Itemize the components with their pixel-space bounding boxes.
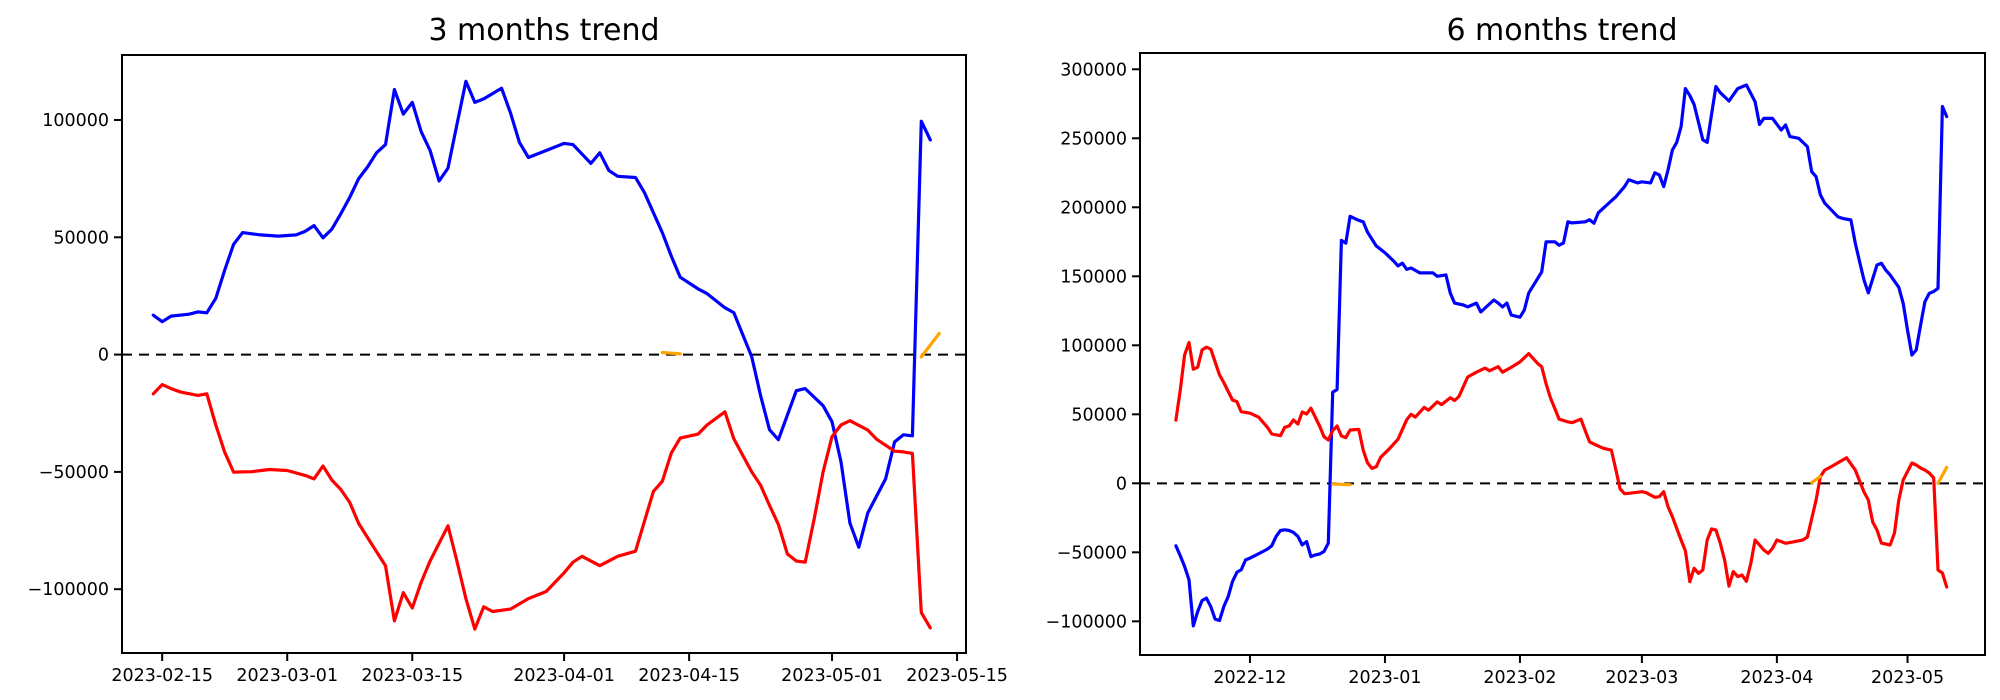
- x-tick-label: 2023-05: [1871, 668, 1944, 688]
- y-tick-label: 0: [1116, 474, 1127, 494]
- x-tick-label: 2023-03-15: [361, 666, 463, 686]
- x-tick-label: 2022-12: [1213, 668, 1286, 688]
- series-signal-segment-a-line: [660, 350, 682, 356]
- plot-6-months: 300000 250000 200000 150000 100000 50000 0 −500…: [1046, 52, 1986, 688]
- y-tick-label: 100000: [42, 111, 109, 131]
- y-tick-label: −100000: [28, 580, 109, 600]
- series-short-balance-line: [151, 383, 932, 631]
- series-long-balance-line: [1174, 83, 1949, 628]
- x-tick-label: 2023-01: [1348, 668, 1421, 688]
- x-tick-label: 2023-02-15: [111, 666, 213, 686]
- series-short-balance-line: [1174, 340, 1949, 589]
- y-tick-label: 300000: [1060, 60, 1127, 80]
- x-tick-label: 2023-03-01: [236, 666, 338, 686]
- x-tick-label: 2023-05-15: [906, 666, 1008, 686]
- y-tick-label: −100000: [1046, 612, 1127, 632]
- chart-title-3-months: 3 months trend: [428, 13, 659, 48]
- chart-title-6-months: 6 months trend: [1446, 13, 1677, 48]
- axes-spines: [1139, 52, 1986, 656]
- y-tick-label: 0: [98, 346, 109, 366]
- y-tick-label: −50000: [1057, 543, 1127, 563]
- y-tick-label: 150000: [1060, 267, 1127, 287]
- x-tick-label: 2023-05-01: [781, 666, 883, 686]
- y-tick-label: 100000: [1060, 336, 1127, 356]
- y-tick-label: 250000: [1060, 129, 1127, 149]
- series-signal-segment-b-line: [919, 331, 941, 359]
- x-tick-label: 2023-02: [1483, 668, 1556, 688]
- series-signal-segment-c-line: [1936, 465, 1949, 485]
- x-tick-label: 2023-04: [1740, 668, 1813, 688]
- y-tick-label: −50000: [39, 463, 109, 483]
- series-signal-segment-b-line: [1810, 474, 1823, 485]
- y-tick-label: 50000: [1071, 405, 1127, 425]
- series-signal-segment-a-line: [1331, 482, 1352, 487]
- y-tick-label: 50000: [53, 228, 109, 248]
- y-tick-label: 200000: [1060, 198, 1127, 218]
- x-tick-label: 2023-04-15: [638, 666, 740, 686]
- plot-3-months: 100000 50000 0 −50000 −100000 2023-02-15 2023-…: [28, 54, 1008, 686]
- x-tick-label: 2023-04-01: [513, 666, 615, 686]
- x-tick-label: 2023-03: [1605, 668, 1678, 688]
- axes-spines: [121, 54, 967, 654]
- series-long-balance-line: [151, 79, 932, 549]
